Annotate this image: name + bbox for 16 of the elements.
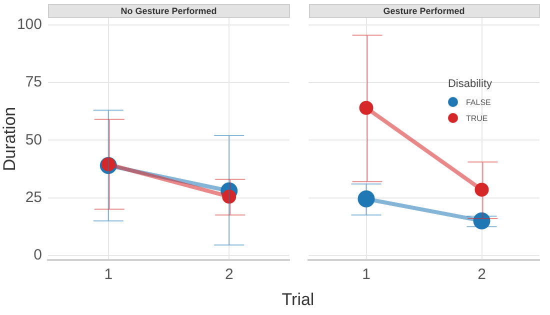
y-tick-label: 75 bbox=[25, 74, 42, 91]
x-axis-title: Trial bbox=[280, 290, 316, 310]
y-tick-label: 25 bbox=[25, 188, 42, 206]
x-tick-label: 2 bbox=[224, 266, 234, 284]
y-tick-label: 50 bbox=[25, 131, 42, 148]
x-tick-label: 1 bbox=[362, 266, 370, 284]
chart-title: No Gesture Performed bbox=[48, 4, 290, 18]
x-tick-label: 1 bbox=[104, 266, 113, 284]
y-tick-label: 100 bbox=[16, 16, 42, 34]
legend-title: Disability bbox=[448, 78, 492, 90]
legend-label: FALSE bbox=[466, 98, 491, 106]
y-tick-label: 0 bbox=[34, 246, 42, 264]
legend-label: TRUE bbox=[466, 114, 488, 122]
y-axis-title: Duration bbox=[0, 106, 19, 172]
x-tick-label: 2 bbox=[478, 266, 486, 284]
chart-title: Gesture Performed bbox=[308, 4, 540, 18]
